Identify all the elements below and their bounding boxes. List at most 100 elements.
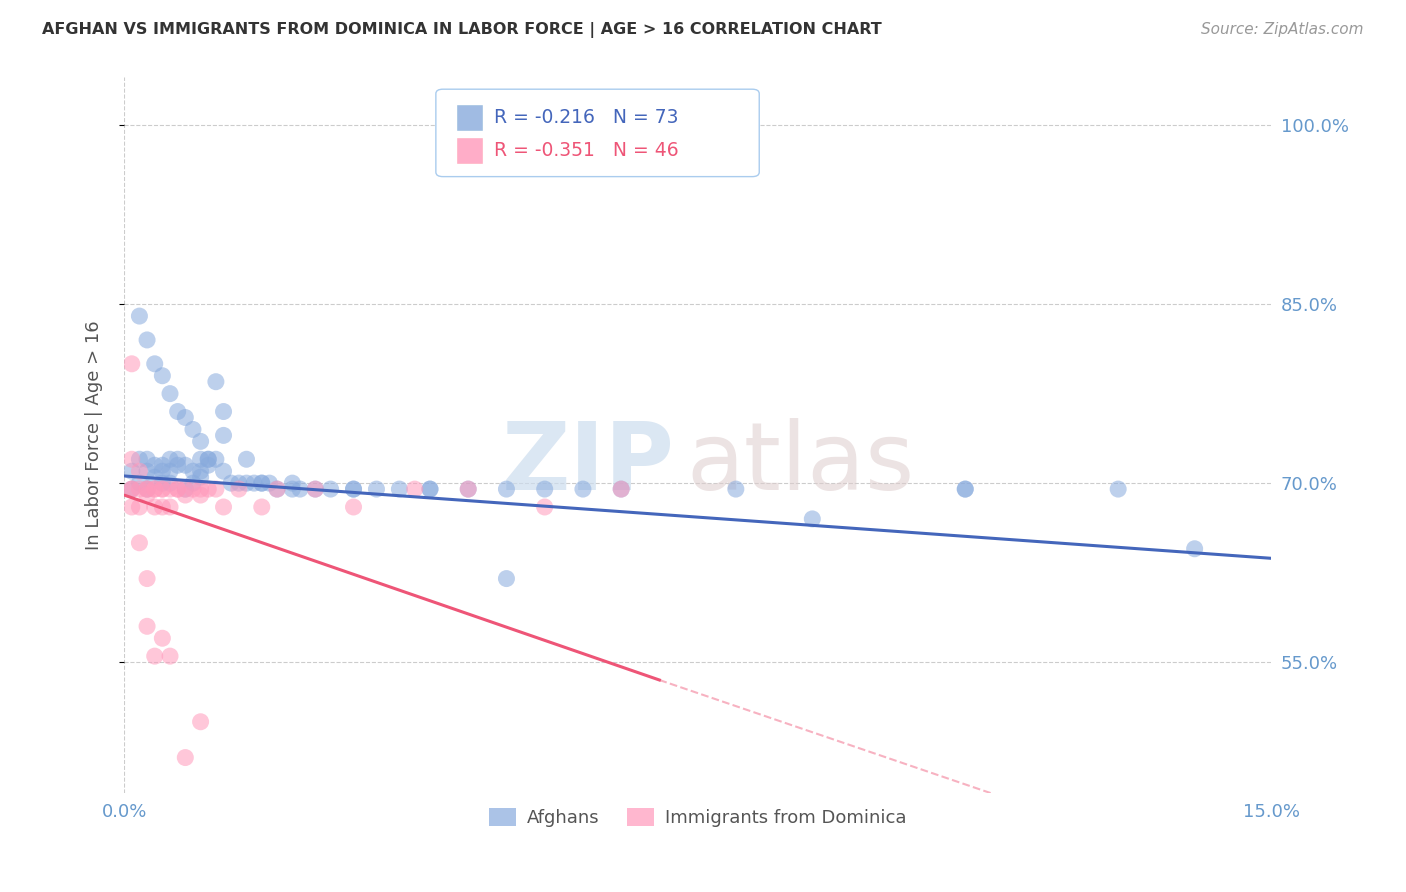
Point	[197, 482, 219, 496]
Point	[205, 482, 228, 496]
Point	[495, 572, 517, 586]
Point	[212, 500, 235, 514]
Point	[250, 476, 273, 491]
Point	[235, 476, 257, 491]
Point	[181, 482, 204, 496]
Point	[288, 482, 311, 496]
Point	[388, 482, 411, 496]
Text: R = -0.351   N = 46: R = -0.351 N = 46	[494, 141, 678, 160]
Point	[166, 482, 188, 496]
Point	[143, 458, 166, 473]
Point	[181, 422, 204, 436]
Point	[219, 476, 242, 491]
Point	[150, 500, 173, 514]
Point	[159, 464, 181, 478]
Point	[159, 476, 181, 491]
Point	[205, 452, 228, 467]
Point	[166, 452, 188, 467]
Text: atlas: atlas	[686, 418, 914, 510]
Point	[281, 482, 304, 496]
Point	[197, 452, 219, 467]
Point	[457, 482, 479, 496]
Y-axis label: In Labor Force | Age > 16: In Labor Force | Age > 16	[86, 320, 103, 550]
Point	[190, 470, 212, 484]
Point	[166, 482, 188, 496]
Point	[724, 482, 747, 496]
Point	[181, 476, 204, 491]
Point	[143, 500, 166, 514]
Point	[190, 488, 212, 502]
Point	[150, 464, 173, 478]
Point	[366, 482, 388, 496]
Point	[128, 452, 150, 467]
Point	[174, 410, 197, 425]
Point	[190, 464, 212, 478]
Point	[404, 482, 426, 496]
Point	[197, 452, 219, 467]
Point	[121, 357, 143, 371]
Point	[610, 482, 633, 496]
Point	[150, 368, 173, 383]
Point	[136, 482, 159, 496]
Point	[197, 458, 219, 473]
Point	[159, 500, 181, 514]
Point	[457, 482, 479, 496]
Point	[136, 482, 159, 496]
Point	[128, 309, 150, 323]
Point	[174, 488, 197, 502]
Point	[174, 482, 197, 496]
Point	[419, 482, 441, 496]
Point	[150, 632, 173, 646]
Point	[166, 458, 188, 473]
Point	[150, 482, 173, 496]
Point	[174, 482, 197, 496]
Point	[342, 482, 364, 496]
Point	[610, 482, 633, 496]
Point	[266, 482, 288, 496]
Point	[128, 535, 150, 549]
Point	[228, 476, 250, 491]
Point	[266, 482, 288, 496]
Point	[143, 357, 166, 371]
Point	[212, 428, 235, 442]
Point	[955, 482, 977, 496]
Point	[801, 512, 824, 526]
Text: ZIP: ZIP	[502, 418, 675, 510]
Point	[572, 482, 595, 496]
Point	[243, 476, 266, 491]
Legend: Afghans, Immigrants from Dominica: Afghans, Immigrants from Dominica	[482, 801, 914, 834]
Point	[1184, 541, 1206, 556]
Point	[235, 452, 257, 467]
Point	[190, 482, 212, 496]
Point	[143, 649, 166, 664]
Point	[143, 482, 166, 496]
Point	[250, 476, 273, 491]
Point	[174, 458, 197, 473]
Point	[342, 482, 364, 496]
Point	[205, 375, 228, 389]
Point	[136, 482, 159, 496]
Point	[174, 750, 197, 764]
Point	[121, 482, 143, 496]
Point	[228, 482, 250, 496]
Point	[128, 482, 150, 496]
Point	[533, 500, 555, 514]
Text: R = -0.216   N = 73: R = -0.216 N = 73	[494, 108, 678, 127]
Text: AFGHAN VS IMMIGRANTS FROM DOMINICA IN LABOR FORCE | AGE > 16 CORRELATION CHART: AFGHAN VS IMMIGRANTS FROM DOMINICA IN LA…	[42, 22, 882, 38]
Point	[212, 464, 235, 478]
Point	[136, 333, 159, 347]
Point	[136, 619, 159, 633]
Text: Source: ZipAtlas.com: Source: ZipAtlas.com	[1201, 22, 1364, 37]
Point	[128, 500, 150, 514]
Point	[150, 458, 173, 473]
Point	[150, 482, 173, 496]
Point	[250, 500, 273, 514]
Point	[166, 404, 188, 418]
Point	[159, 452, 181, 467]
Point	[136, 452, 159, 467]
Point	[190, 714, 212, 729]
Point	[495, 482, 517, 496]
Point	[533, 482, 555, 496]
Point	[419, 482, 441, 496]
Point	[128, 476, 150, 491]
